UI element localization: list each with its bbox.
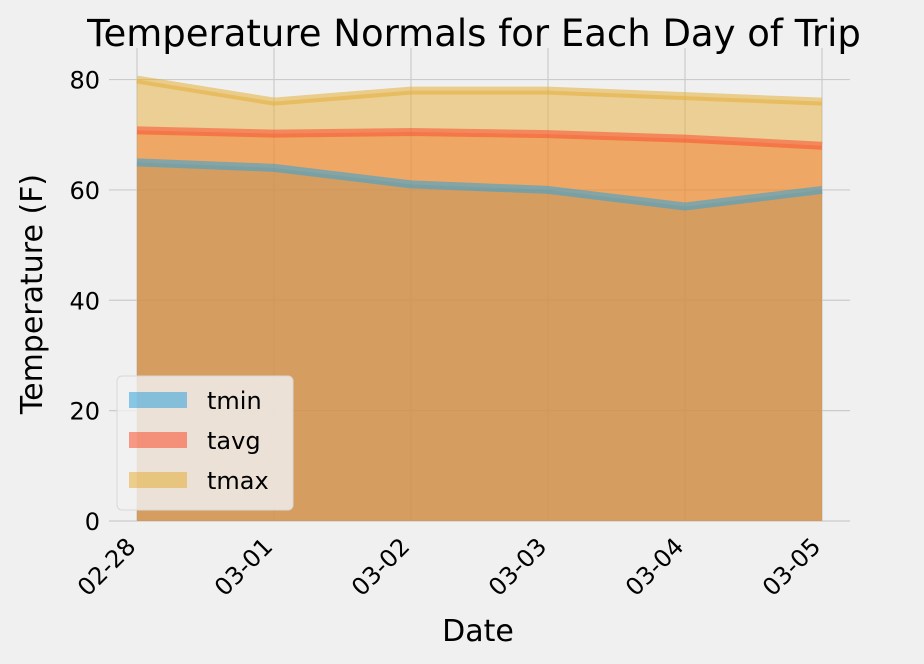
legend-label-tmax: tmax <box>207 467 269 495</box>
legend-label-tmin: tmin <box>207 387 262 415</box>
legend-swatch-tavg <box>129 432 187 448</box>
y-tick-label: 80 <box>69 67 100 95</box>
chart-title: Temperature Normals for Each Day of Trip <box>86 12 861 55</box>
x-axis-label: Date <box>442 614 514 649</box>
x-tick-label: 03-01 <box>209 532 278 601</box>
y-tick-label: 0 <box>85 508 100 536</box>
area-tmax <box>137 79 822 522</box>
line-tmax <box>136 75 823 106</box>
y-tick-label: 40 <box>69 287 100 315</box>
x-tick-label: 03-03 <box>483 532 552 601</box>
y-axis-label: Temperature (F) <box>15 174 50 415</box>
series-lines <box>136 75 823 211</box>
area-fills <box>137 79 822 522</box>
legend-label-tavg: tavg <box>207 427 261 455</box>
legend-swatch-tmin <box>129 392 187 408</box>
legend: tmin tavg tmax <box>116 375 294 511</box>
x-tick-label: 03-04 <box>620 532 689 601</box>
x-tick-label: 03-05 <box>757 532 826 601</box>
line-tavg <box>136 126 823 150</box>
line-tmin <box>136 158 823 211</box>
x-tick-label: 02-28 <box>72 532 141 601</box>
x-tick-label: 03-02 <box>346 532 415 601</box>
legend-swatch-tmax <box>129 472 187 488</box>
y-tick-label: 60 <box>69 177 100 205</box>
y-tick-label: 20 <box>69 398 100 426</box>
